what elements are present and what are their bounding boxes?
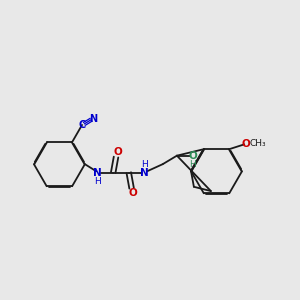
- Text: N: N: [89, 114, 97, 124]
- Text: N: N: [93, 168, 102, 178]
- Text: N: N: [140, 168, 149, 178]
- Text: O: O: [113, 147, 122, 157]
- Text: H: H: [189, 160, 196, 169]
- Text: H: H: [141, 160, 148, 169]
- Text: CH₃: CH₃: [250, 139, 266, 148]
- Text: O: O: [188, 151, 197, 161]
- Text: O: O: [129, 188, 137, 198]
- Text: O: O: [242, 139, 250, 148]
- Text: H: H: [94, 177, 101, 186]
- Text: C: C: [79, 120, 86, 130]
